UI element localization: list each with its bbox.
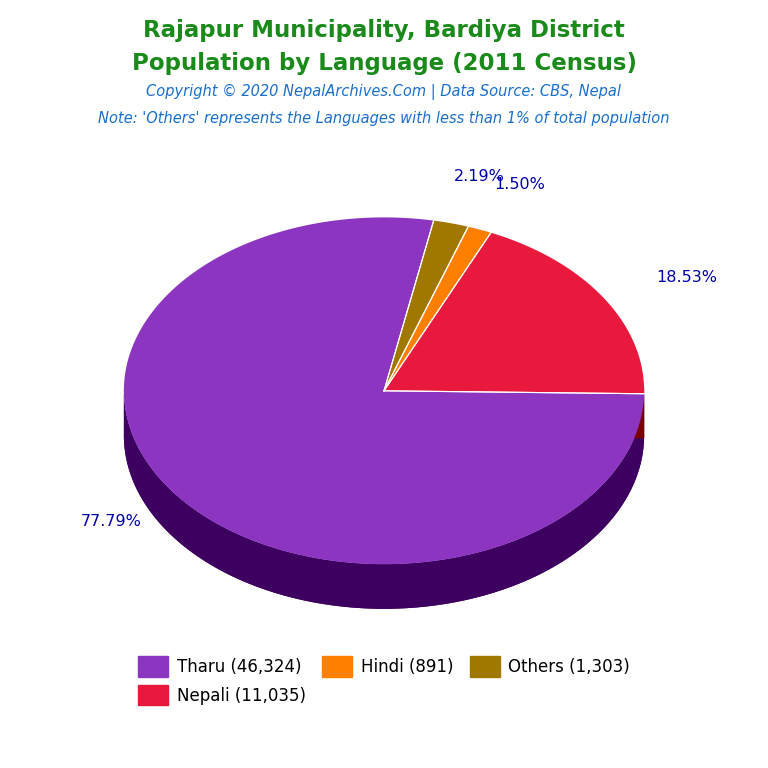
Polygon shape	[384, 220, 468, 391]
Text: 77.79%: 77.79%	[81, 515, 141, 529]
Polygon shape	[124, 389, 644, 609]
Polygon shape	[384, 233, 644, 394]
Text: Rajapur Municipality, Bardiya District: Rajapur Municipality, Bardiya District	[143, 19, 625, 42]
Polygon shape	[384, 391, 644, 439]
Polygon shape	[124, 389, 644, 609]
Text: Copyright © 2020 NepalArchives.Com | Data Source: CBS, Nepal: Copyright © 2020 NepalArchives.Com | Dat…	[147, 84, 621, 101]
Polygon shape	[384, 391, 644, 439]
Text: Population by Language (2011 Census): Population by Language (2011 Census)	[131, 52, 637, 75]
Text: 18.53%: 18.53%	[657, 270, 717, 285]
Text: 1.50%: 1.50%	[495, 177, 545, 192]
Text: 2.19%: 2.19%	[454, 169, 505, 184]
Legend: Tharu (46,324), Nepali (11,035), Hindi (891), Others (1,303): Tharu (46,324), Nepali (11,035), Hindi (…	[131, 650, 637, 712]
Polygon shape	[124, 217, 644, 564]
Text: Note: 'Others' represents the Languages with less than 1% of total population: Note: 'Others' represents the Languages …	[98, 111, 670, 127]
Polygon shape	[384, 227, 491, 391]
